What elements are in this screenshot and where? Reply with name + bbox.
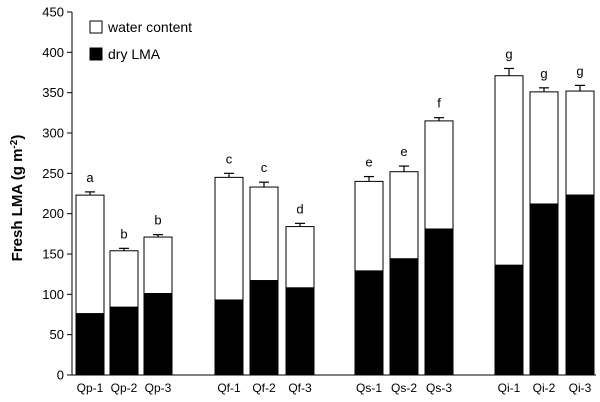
y-tick-label-50: 50 [50,327,64,342]
y-axis-title-prefix: Fresh LMA (g m [9,149,26,262]
significance-label-qp-2: b [120,226,127,241]
bar-water-content-qs-3 [424,120,454,230]
y-tick-label-0: 0 [57,368,64,383]
bar-dry-lma-qf-1 [214,299,244,376]
bar-dry-lma-qs-2 [389,258,419,376]
y-tick-label-200: 200 [42,206,64,221]
x-tick-label-qp-2: Qp-2 [111,381,138,395]
y-tick-label-350: 350 [42,85,64,100]
bar-group-qs-3: f [424,96,454,376]
significance-label-qs-2: e [400,144,407,159]
legend-swatch-dry-lma [89,47,103,61]
y-tick-label-100: 100 [42,287,64,302]
bar-water-content-qs-2 [389,171,419,260]
bar-group-qi-2: g [529,66,559,376]
bar-dry-lma-qs-1 [354,270,384,376]
x-tick-label-qi-2: Qi-2 [533,381,556,395]
x-tick-label-qf-2: Qf-2 [252,381,276,395]
x-tick-label-qp-3: Qp-3 [145,381,172,395]
legend-swatch-water-content [89,20,103,34]
x-tick-label-qs-3: Qs-3 [426,381,452,395]
y-tick-label-250: 250 [42,166,64,181]
x-tick-label-qi-3: Qi-3 [569,381,592,395]
y-tick-label-450: 450 [42,5,64,20]
y-axis-title-superscript: -2 [9,139,20,148]
significance-label-qf-2: c [261,160,268,175]
bar-water-content-qf-1 [214,176,244,301]
bar-dry-lma-qp-2 [109,306,139,376]
bar-water-content-qi-3 [565,90,595,196]
x-tick-label-qf-1: Qf-1 [217,381,241,395]
legend-label-water-content: water content [107,19,192,35]
bar-group-qp-2: b [109,226,139,376]
plot-area: a b b c c d e e f g g g [75,46,595,376]
bar-water-content-qp-1 [75,194,105,315]
bar-water-content-qi-1 [494,75,524,266]
bar-water-content-qi-2 [529,91,559,205]
bar-group-qp-3: b [143,213,173,376]
significance-label-qf-1: c [226,151,233,166]
bar-group-qf-1: c [214,151,244,376]
bar-group-qs-2: e [389,144,419,376]
x-axis: Qp-1 Qp-2 Qp-3 Qf-1 Qf-2 Qf-3 Qs-1 Qs-2 Qs-3 Qi-1… [72,374,596,395]
bar-water-content-qf-2 [249,186,279,282]
significance-label-qi-2: g [540,66,547,81]
bar-dry-lma-qf-3 [285,287,315,376]
y-tick-label-300: 300 [42,126,64,141]
significance-label-qs-1: e [365,155,372,170]
bar-dry-lma-qf-2 [249,280,279,376]
y-tick-label-150: 150 [42,247,64,262]
significance-label-qp-1: a [86,170,94,185]
bar-dry-lma-qi-3 [565,194,595,376]
bar-dry-lma-qi-1 [494,264,524,376]
y-axis-title: Fresh LMA (g m-2) [9,135,27,262]
bar-group-qf-3: d [285,201,315,376]
significance-label-qi-1: g [505,46,512,61]
bar-group-qf-2: c [249,160,279,376]
bar-group-qp-1: a [75,170,105,376]
x-tick-label-qs-2: Qs-2 [391,381,417,395]
x-tick-label-qf-3: Qf-3 [288,381,312,395]
significance-label-qf-3: d [296,201,303,216]
legend: water content dry LMA [89,19,192,62]
bar-dry-lma-qs-3 [424,228,454,376]
bar-dry-lma-qi-2 [529,203,559,376]
bar-dry-lma-qp-3 [143,293,173,376]
bar-dry-lma-qp-1 [75,313,105,376]
bar-water-content-qp-2 [109,250,139,308]
legend-label-dry-lma: dry LMA [108,46,161,62]
bar-water-content-qs-1 [354,180,384,272]
significance-label-qi-3: g [576,63,583,78]
y-axis-title-suffix: ) [9,135,26,140]
significance-label-qs-3: f [437,96,441,111]
y-tick-label-400: 400 [42,45,64,60]
x-tick-label-qs-1: Qs-1 [356,381,382,395]
y-axis: 0 50 100 150 200 250 300 350 400 450 [42,5,73,383]
bar-group-qi-3: g [565,63,595,376]
bar-group-qs-1: e [354,155,384,376]
bar-water-content-qf-3 [285,226,315,289]
significance-label-qp-3: b [154,213,161,228]
x-tick-label-qi-1: Qi-1 [498,381,521,395]
bar-group-qi-1: g [494,46,524,376]
bar-water-content-qp-3 [143,236,173,295]
x-tick-label-qp-1: Qp-1 [77,381,104,395]
